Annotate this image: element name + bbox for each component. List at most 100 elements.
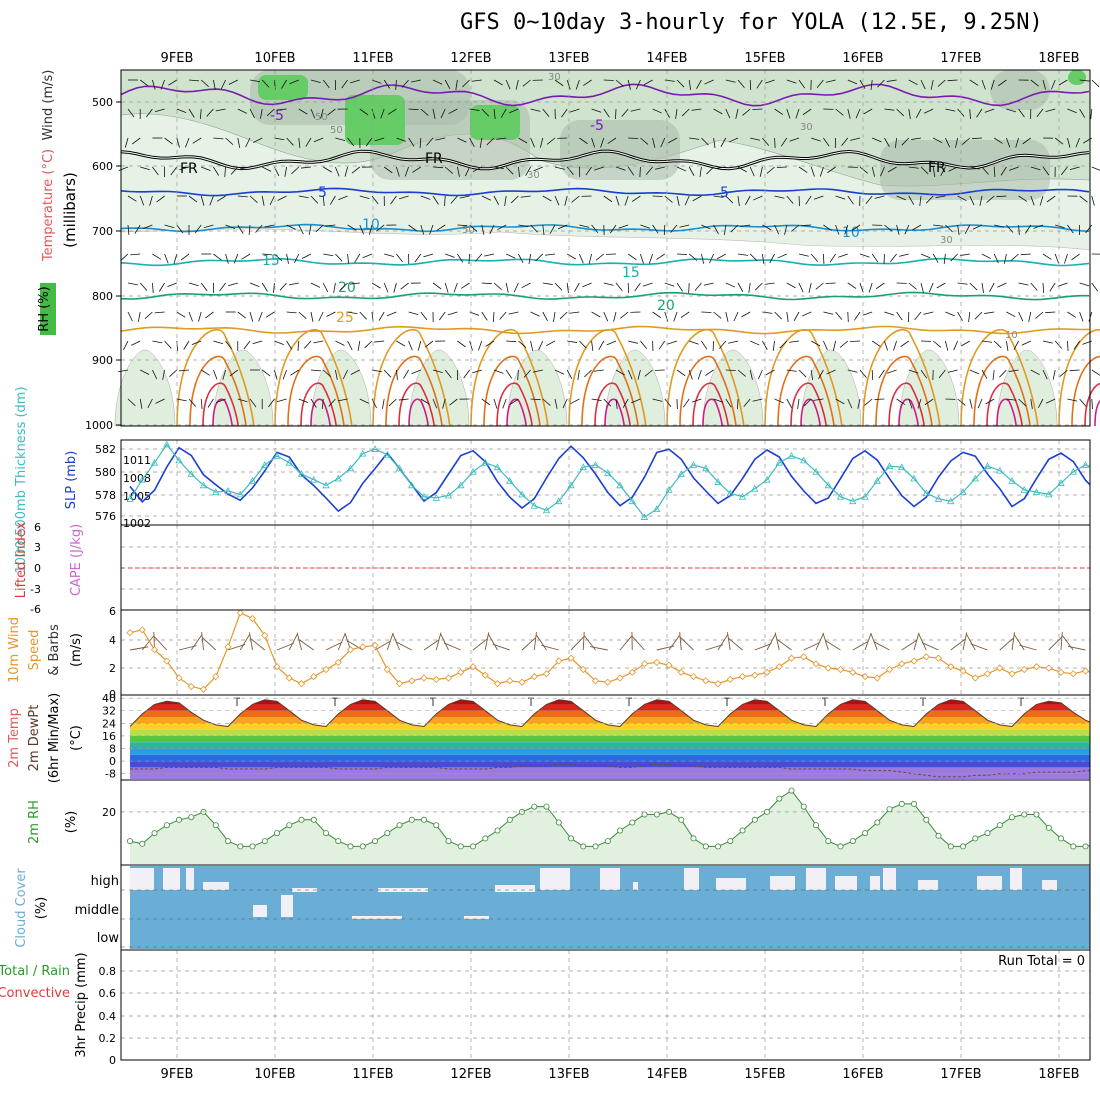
wind-speed-point xyxy=(579,665,587,674)
wind-barb xyxy=(200,398,203,409)
wind-barb xyxy=(841,137,849,147)
thickness-point xyxy=(689,461,698,468)
wind-barb xyxy=(297,340,300,351)
wind-barb xyxy=(872,137,882,143)
cloud-gap-high xyxy=(495,885,535,892)
thickness-point xyxy=(640,513,649,520)
wind-barb xyxy=(127,108,135,118)
wind-barb xyxy=(207,398,214,408)
thickness-point xyxy=(885,462,894,469)
wind-barb xyxy=(969,369,980,375)
wind-barb xyxy=(137,311,141,322)
wind-barb xyxy=(676,195,680,206)
wind-barb xyxy=(999,369,1007,378)
wind-barb xyxy=(720,137,727,147)
wind-barb xyxy=(789,137,800,142)
wind-barb xyxy=(518,253,524,264)
wind-barb xyxy=(274,369,278,380)
wind-barb xyxy=(998,79,1007,87)
thickness-point xyxy=(787,452,796,459)
tick-label: 0.6 xyxy=(99,987,117,1000)
wind-barb xyxy=(139,282,148,291)
date-label-top: 18FEB xyxy=(1038,51,1079,66)
wind-barb xyxy=(279,282,287,291)
wind-barb xyxy=(603,79,614,81)
wind-barb xyxy=(420,311,428,321)
wind-barb xyxy=(249,311,254,322)
isotherm-label: FR xyxy=(180,161,198,177)
thickness-point xyxy=(1069,467,1077,475)
wind-barb xyxy=(423,253,434,258)
wind-barb xyxy=(613,311,617,322)
wind-barb xyxy=(776,166,787,168)
wind-barb xyxy=(681,108,690,117)
rh-point xyxy=(1095,841,1100,846)
panel-frame xyxy=(120,439,1091,526)
wind-barb xyxy=(884,340,889,351)
wind-barb xyxy=(442,398,446,409)
wind-barb xyxy=(448,108,458,115)
rh-point xyxy=(813,822,820,829)
wind-barb xyxy=(728,137,739,143)
wind-barb xyxy=(981,79,986,90)
y-axis-labels: RH (%) Temperature (°C) Wind (m/s) (milliba… xyxy=(0,70,89,1058)
tick-label: 8 xyxy=(109,743,116,756)
wind-barb xyxy=(570,398,580,405)
wind-barb xyxy=(354,253,361,263)
wind-barb xyxy=(493,166,504,169)
rh-shade-70 xyxy=(560,120,680,180)
wind-speed-line xyxy=(129,611,1090,690)
wind-speed-point xyxy=(604,678,612,686)
cloud-gap-middle xyxy=(464,916,489,919)
wind-barb xyxy=(713,137,716,148)
wind-barb xyxy=(691,398,702,403)
wind-barb xyxy=(444,195,446,207)
thickness-point xyxy=(849,497,857,505)
wind-barb xyxy=(774,108,784,115)
wind-barb xyxy=(298,108,308,115)
wind-barb xyxy=(668,635,680,651)
wind-barb xyxy=(579,253,584,264)
wind-barb xyxy=(940,166,946,177)
wind-speed-point xyxy=(653,658,661,666)
wind-barb xyxy=(530,340,534,351)
cloud-gap-high xyxy=(684,868,699,890)
wind-barb xyxy=(408,108,419,111)
thickness-point xyxy=(334,474,342,482)
wind-barb xyxy=(620,311,629,319)
wind-barb xyxy=(127,282,138,286)
cloud-gap-high xyxy=(883,868,896,890)
tick-label: 24 xyxy=(102,717,116,730)
wind-barb xyxy=(530,224,538,233)
temp-band xyxy=(130,704,1090,711)
wind-barb xyxy=(155,398,165,404)
wind-barb xyxy=(154,311,165,314)
wind-barb xyxy=(1018,398,1027,407)
wind-speed-point xyxy=(640,660,649,668)
wind-barb xyxy=(517,369,519,381)
wind-barb xyxy=(752,398,763,402)
wind-barb xyxy=(615,108,617,120)
date-label-bottom: 15FEB xyxy=(744,1067,785,1082)
wind-barb xyxy=(981,340,992,343)
cloud-level-label: high xyxy=(91,874,119,889)
wind-barb xyxy=(371,282,381,289)
tick-label: 580 xyxy=(95,466,116,479)
rh-point xyxy=(617,827,624,834)
wind-barb xyxy=(398,398,409,401)
rh-panel: 20 xyxy=(102,787,1100,864)
run-total: Run Total = 0 xyxy=(998,954,1085,969)
wind-barb xyxy=(801,224,812,226)
wind-barb xyxy=(1042,79,1046,90)
wind-barb xyxy=(759,166,763,177)
wind-barb xyxy=(776,639,792,651)
wind-barb xyxy=(450,195,458,204)
wind-barb xyxy=(640,253,644,264)
surface-isotherm xyxy=(408,398,429,427)
wind-barb xyxy=(250,638,266,651)
wind-barb xyxy=(298,195,309,199)
thickness-point xyxy=(457,481,465,489)
rh-point xyxy=(935,832,942,839)
thickness-point xyxy=(800,456,808,464)
